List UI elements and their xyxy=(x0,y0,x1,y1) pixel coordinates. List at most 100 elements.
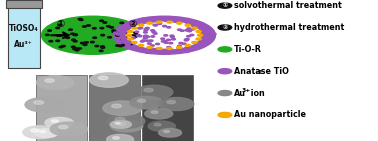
Circle shape xyxy=(153,33,157,34)
Circle shape xyxy=(184,21,189,22)
Circle shape xyxy=(133,48,138,49)
Circle shape xyxy=(110,27,113,28)
Circle shape xyxy=(200,43,205,45)
Circle shape xyxy=(128,22,201,49)
Circle shape xyxy=(157,47,162,49)
Circle shape xyxy=(187,23,191,24)
Circle shape xyxy=(192,41,197,43)
Circle shape xyxy=(59,125,68,129)
Circle shape xyxy=(40,131,46,133)
Circle shape xyxy=(163,20,168,21)
Circle shape xyxy=(136,85,173,99)
Text: ion: ion xyxy=(248,89,265,98)
Circle shape xyxy=(138,35,142,37)
Text: solvothermal treatment: solvothermal treatment xyxy=(234,1,341,10)
Circle shape xyxy=(185,24,191,26)
Text: Anatase TiO: Anatase TiO xyxy=(234,67,288,76)
Circle shape xyxy=(113,137,119,139)
Circle shape xyxy=(196,30,201,32)
Circle shape xyxy=(79,19,83,20)
Circle shape xyxy=(138,44,144,46)
Circle shape xyxy=(118,123,126,125)
Circle shape xyxy=(148,121,175,131)
Circle shape xyxy=(194,22,199,23)
Circle shape xyxy=(149,40,153,41)
Circle shape xyxy=(108,37,112,38)
Circle shape xyxy=(98,76,108,80)
Circle shape xyxy=(155,20,160,22)
Circle shape xyxy=(126,36,130,37)
Circle shape xyxy=(178,45,181,47)
Circle shape xyxy=(71,33,74,35)
Circle shape xyxy=(184,51,189,52)
Circle shape xyxy=(191,24,195,26)
Circle shape xyxy=(128,38,133,40)
Circle shape xyxy=(152,49,157,51)
Circle shape xyxy=(173,21,178,22)
Circle shape xyxy=(201,38,206,39)
Circle shape xyxy=(100,27,104,29)
Circle shape xyxy=(209,33,214,35)
Circle shape xyxy=(218,69,232,74)
Circle shape xyxy=(73,40,77,42)
Circle shape xyxy=(149,48,153,50)
Circle shape xyxy=(103,101,142,115)
Circle shape xyxy=(167,39,170,41)
Circle shape xyxy=(123,34,128,36)
Circle shape xyxy=(36,76,74,90)
Text: Au: Au xyxy=(234,89,246,98)
Circle shape xyxy=(158,23,162,24)
Text: ②: ② xyxy=(222,25,228,30)
Circle shape xyxy=(145,27,149,29)
Circle shape xyxy=(56,27,60,29)
Circle shape xyxy=(137,99,146,102)
Circle shape xyxy=(138,24,144,26)
Circle shape xyxy=(169,17,174,18)
Circle shape xyxy=(63,34,67,36)
Circle shape xyxy=(145,28,149,29)
Circle shape xyxy=(56,35,60,36)
Circle shape xyxy=(212,33,216,35)
Circle shape xyxy=(170,36,174,38)
Circle shape xyxy=(200,39,205,41)
Circle shape xyxy=(218,47,232,52)
Circle shape xyxy=(153,25,158,26)
Circle shape xyxy=(121,35,125,37)
Circle shape xyxy=(164,42,168,43)
Circle shape xyxy=(147,48,152,50)
Circle shape xyxy=(166,18,170,20)
Circle shape xyxy=(127,42,132,43)
Circle shape xyxy=(112,31,116,33)
Circle shape xyxy=(167,49,172,50)
Circle shape xyxy=(116,33,121,35)
Circle shape xyxy=(151,20,155,22)
Circle shape xyxy=(188,49,192,50)
Circle shape xyxy=(129,48,134,49)
Circle shape xyxy=(56,40,60,41)
Circle shape xyxy=(143,35,147,37)
Circle shape xyxy=(146,40,149,41)
Circle shape xyxy=(83,44,87,46)
Circle shape xyxy=(121,39,125,41)
Circle shape xyxy=(156,43,160,45)
Circle shape xyxy=(191,21,196,23)
Circle shape xyxy=(161,38,165,39)
Bar xyxy=(142,75,193,141)
Circle shape xyxy=(101,34,105,36)
Circle shape xyxy=(209,33,213,35)
Circle shape xyxy=(132,41,137,43)
Circle shape xyxy=(192,25,197,27)
Circle shape xyxy=(107,134,133,141)
Circle shape xyxy=(31,129,39,132)
Circle shape xyxy=(167,100,175,104)
Circle shape xyxy=(74,48,78,49)
Circle shape xyxy=(90,73,128,87)
Circle shape xyxy=(73,34,77,35)
Circle shape xyxy=(126,39,130,41)
Circle shape xyxy=(196,38,201,40)
Circle shape xyxy=(178,29,181,30)
Circle shape xyxy=(161,41,165,42)
Circle shape xyxy=(150,45,154,46)
Circle shape xyxy=(161,19,165,20)
Circle shape xyxy=(66,37,70,38)
